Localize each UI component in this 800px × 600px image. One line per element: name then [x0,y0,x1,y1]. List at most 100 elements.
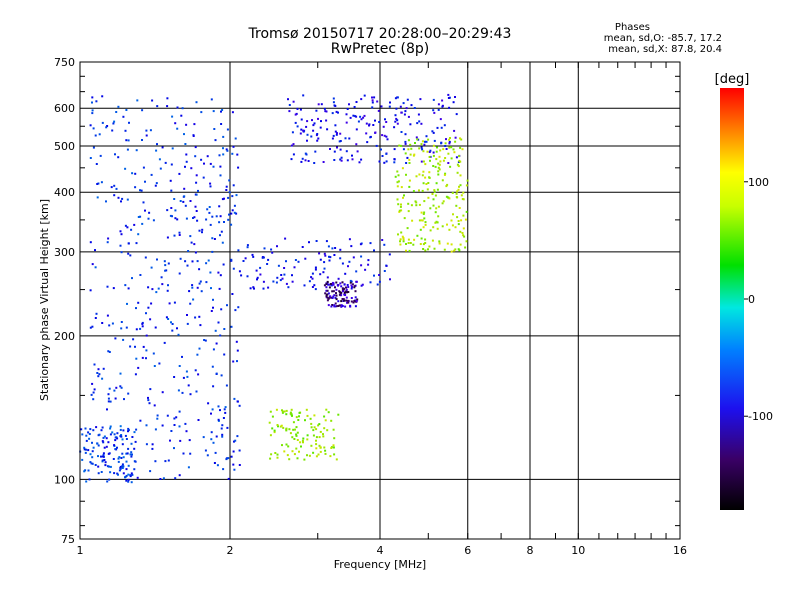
scatter-point [155,149,158,152]
scatter-point [178,410,181,413]
scatter-point [416,122,419,125]
scatter-point [213,462,216,464]
scatter-point [217,271,220,274]
scatter-point [403,113,406,116]
scatter-point [268,421,271,424]
scatter-point [285,260,287,263]
scatter-point [295,447,298,450]
scatter-point [279,279,282,282]
scatter-point [100,429,103,432]
scatter-point [107,441,110,444]
scatter-point [325,283,328,286]
scatter-point [92,446,95,449]
scatter-point [184,143,187,145]
scatter-point [111,431,114,434]
scatter-point [109,400,112,403]
scatter-point [345,113,348,116]
scatter-point [317,137,320,140]
y-tick-label: 500 [54,140,75,153]
scatter-point [453,249,456,252]
scatter-point [212,441,215,444]
scatter-point [319,446,322,449]
scatter-point [434,165,437,168]
scatter-point [394,175,397,178]
scatter-point [314,150,317,153]
scatter-point [224,406,227,409]
scatter-point [448,138,451,141]
scatter-point [334,305,337,308]
scatter-point [228,179,231,182]
scatter-point [460,219,463,222]
scatter-point [263,247,266,250]
scatter-point [327,304,330,307]
scatter-point [116,446,118,449]
scatter-point [457,188,460,191]
scatter-point [88,433,91,435]
scatter-point [312,434,315,437]
scatter-point [176,127,179,130]
scatter-point [416,234,419,237]
scatter-point [218,221,221,224]
scatter-point [341,262,344,265]
scatter-point [276,453,279,456]
scatter-point [291,274,293,277]
scatter-point [402,237,405,239]
scatter-point [162,477,165,480]
scatter-point [97,455,99,458]
scatter-point [145,129,148,132]
scatter-point [171,215,173,218]
scatter-point [165,269,168,272]
scatter-point [236,153,239,156]
scatter-point [195,101,198,104]
scatter-point [215,372,218,375]
scatter-point [181,391,184,394]
x-axis-label: Frequency [MHz] [334,558,426,571]
scatter-point [195,210,198,212]
scatter-point [296,107,299,110]
scatter-point [140,189,143,192]
scatter-point [193,216,196,219]
scatter-point [232,184,235,187]
scatter-point [227,457,230,460]
scatter-point [422,243,425,246]
scatter-point [442,148,445,151]
scatter-point [355,101,358,103]
scatter-point [405,249,407,252]
scatter-point [335,110,338,113]
scatter-point [455,192,458,195]
scatter-point [122,465,125,468]
scatter-point [323,267,326,270]
scatter-point [96,442,99,445]
scatter-point [465,210,468,213]
scatter-point [292,100,295,103]
scatter-point [106,241,109,244]
scatter-point [316,139,319,142]
scatter-point [347,291,350,293]
scatter-point [287,286,290,289]
scatter-point [356,150,359,153]
scatter-point [125,479,128,482]
scatter-point [345,121,348,124]
scatter-point [316,133,319,135]
scatter-point [124,475,127,478]
scatter-point [348,238,351,241]
scatter-point [255,269,258,272]
scatter-point [331,281,334,284]
scatter-point [333,104,336,107]
scatter-point [124,224,127,227]
scatter-point [185,217,188,220]
scatter-point [109,425,112,428]
scatter-point [155,182,158,185]
scatter-point [326,128,329,131]
scatter-point [217,419,220,422]
scatter-point [337,111,339,114]
scatter-point [408,162,411,164]
scatter-point [91,263,94,266]
scatter-point [350,297,353,299]
scatter-point [101,377,104,380]
scatter-point [121,197,124,200]
scatter-point [120,457,123,459]
scatter-point [164,269,167,272]
scatter-point [219,174,222,177]
scatter-point [423,200,426,203]
